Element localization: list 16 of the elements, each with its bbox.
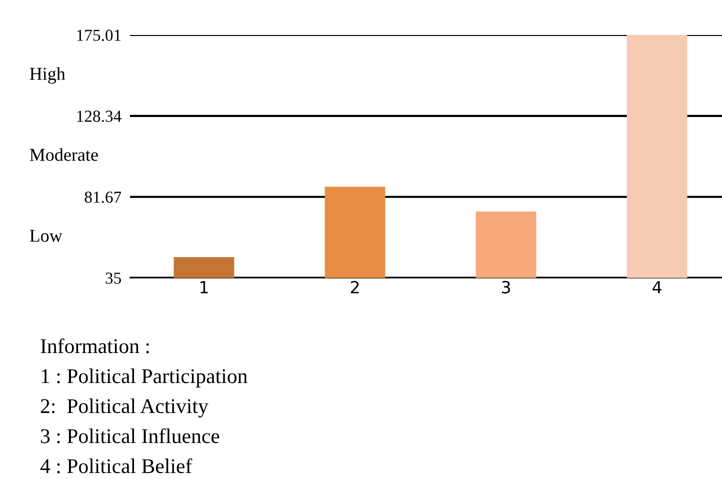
text: 1 : Political Participation (42, 368, 248, 388)
y-tick-label: 35 (106, 272, 121, 284)
text: 2: Political Activity (40, 398, 208, 418)
x-tick-label: 1 (200, 281, 208, 294)
x-tick-label: 3 (502, 280, 510, 294)
text: Moderate (30, 148, 98, 161)
text: Information : (40, 338, 149, 354)
text: Low (30, 230, 62, 242)
y-tick-label: 175.01 (77, 30, 121, 41)
y-tick-label: 81.67 (84, 192, 122, 203)
x-tick-label: 2 (350, 280, 359, 294)
text: High (30, 67, 66, 84)
text: 4 : Political Belief (40, 458, 192, 474)
y-tick-label: 128.34 (77, 110, 122, 122)
text: 3 : Political Influence (40, 428, 220, 444)
x-tick-label: 4 (652, 281, 662, 294)
